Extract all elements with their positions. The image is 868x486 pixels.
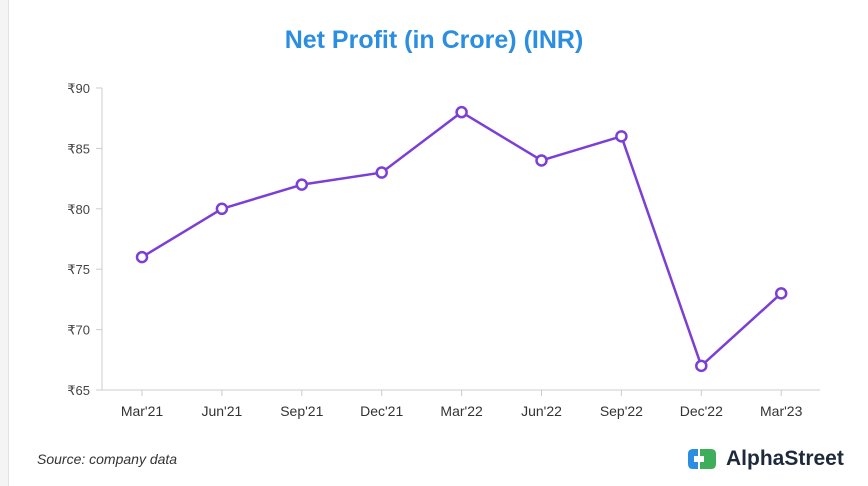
data-point [215, 202, 229, 216]
brand-logo: AlphaStreet [686, 446, 844, 472]
x-tick-label: Dec'21 [360, 403, 403, 419]
y-tick-label: ₹90 [67, 81, 90, 96]
x-tick-label: Mar'21 [121, 403, 164, 419]
data-point [774, 287, 788, 300]
x-tick-label: Sep'22 [600, 403, 643, 419]
series-line [141, 110, 783, 368]
data-point [295, 178, 309, 191]
alphastreet-logo-icon [688, 449, 716, 469]
data-point [375, 166, 388, 179]
data-point [535, 154, 548, 167]
y-tick-label: ₹65 [67, 383, 90, 398]
x-tick-label: Mar'22 [440, 403, 483, 419]
data-point [695, 359, 708, 373]
source-note: Source: company data [37, 451, 178, 467]
x-tick-label: Dec'22 [680, 403, 723, 419]
x-axis-ticks: Mar'21 Jun'21 Sep'21 Dec'21 Mar'22 Jun'22 Sep'… [121, 390, 803, 419]
x-tick-label: Sep'21 [280, 403, 323, 419]
series-group [135, 105, 788, 373]
y-tick-label: ₹75 [67, 262, 90, 277]
chart-axes [101, 88, 820, 391]
data-point [135, 250, 149, 264]
data-point [455, 105, 468, 119]
page-left-border [0, 0, 9, 486]
y-tick-label: ₹70 [67, 323, 90, 338]
chart-title: Net Profit (in Crore) (INR) [284, 26, 584, 54]
data-point [615, 130, 628, 143]
x-tick-label: Jun'21 [201, 403, 242, 419]
y-tick-label: ₹85 [67, 141, 90, 156]
x-tick-label: Mar'23 [760, 403, 803, 419]
y-axis-ticks: ₹65 ₹70 ₹75 ₹80 ₹85 ₹90 [67, 81, 102, 398]
y-tick-label: ₹80 [67, 202, 90, 217]
brand-name: AlphaStreet [726, 447, 844, 470]
x-tick-label: Jun'22 [521, 403, 562, 419]
